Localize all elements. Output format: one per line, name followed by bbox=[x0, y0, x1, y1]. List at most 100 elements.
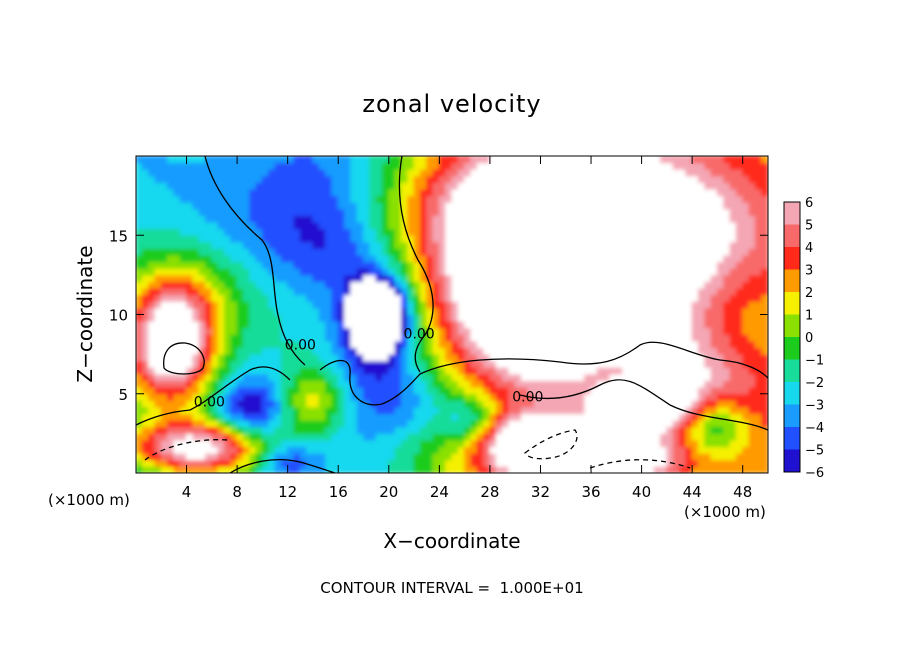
heatmap-cell bbox=[508, 168, 516, 177]
heatmap-cell bbox=[205, 452, 213, 461]
heatmap-cell bbox=[394, 399, 402, 408]
heatmap-cell bbox=[432, 386, 440, 395]
heatmap-cell bbox=[217, 294, 225, 302]
heatmap-cell bbox=[552, 261, 560, 269]
heatmap-cell bbox=[571, 373, 579, 382]
heatmap-cell bbox=[634, 287, 643, 296]
heatmap-cell bbox=[742, 274, 750, 282]
heatmap-cell bbox=[432, 274, 440, 282]
heatmap-cell bbox=[426, 201, 434, 210]
heatmap-cell bbox=[546, 406, 554, 415]
heatmap-cell bbox=[489, 221, 497, 230]
heatmap-cell bbox=[495, 274, 504, 282]
heatmap-cell bbox=[457, 228, 466, 236]
heatmap-cell bbox=[268, 419, 276, 428]
heatmap-cell bbox=[407, 366, 415, 375]
heatmap-cell bbox=[136, 261, 143, 269]
heatmap-cell bbox=[590, 280, 598, 289]
heatmap-cell bbox=[154, 446, 162, 454]
heatmap-cell bbox=[590, 247, 598, 256]
heatmap-cell bbox=[641, 221, 649, 230]
heatmap-cell bbox=[457, 294, 466, 302]
heatmap-cell bbox=[521, 294, 529, 302]
heatmap-cell bbox=[211, 347, 219, 355]
heatmap-cell bbox=[445, 465, 453, 473]
heatmap-cell bbox=[641, 426, 649, 434]
heatmap-cell bbox=[167, 373, 175, 382]
heatmap-cell bbox=[615, 413, 624, 421]
heatmap-cell bbox=[647, 413, 655, 421]
heatmap-cell bbox=[230, 419, 238, 428]
heatmap-cell bbox=[457, 419, 466, 428]
heatmap-cell bbox=[325, 274, 333, 282]
heatmap-cell bbox=[527, 247, 535, 256]
heatmap-cell bbox=[754, 446, 763, 454]
heatmap-cell bbox=[710, 406, 718, 415]
heatmap-cell bbox=[268, 234, 276, 243]
heatmap-cell bbox=[735, 221, 744, 230]
heatmap-cell bbox=[761, 181, 768, 190]
heatmap-cell bbox=[546, 214, 554, 223]
heatmap-cell bbox=[634, 300, 643, 309]
heatmap-cell bbox=[205, 366, 213, 375]
heatmap-cell bbox=[558, 254, 567, 263]
heatmap-cell bbox=[735, 399, 744, 408]
heatmap-cell bbox=[211, 221, 219, 230]
heatmap-cell bbox=[584, 162, 592, 170]
heatmap-cell bbox=[596, 373, 605, 382]
heatmap-cell bbox=[179, 333, 188, 342]
heatmap-cell bbox=[685, 181, 693, 190]
heatmap-cell bbox=[723, 373, 731, 382]
heatmap-cell bbox=[546, 221, 554, 230]
heatmap-cell bbox=[217, 327, 225, 335]
heatmap-cell bbox=[451, 347, 459, 355]
heatmap-cell bbox=[508, 399, 516, 408]
heatmap-cell bbox=[539, 195, 548, 203]
heatmap-cell bbox=[679, 261, 687, 269]
heatmap-cell bbox=[154, 181, 162, 190]
heatmap-cell bbox=[609, 162, 617, 170]
heatmap-cell bbox=[729, 386, 737, 395]
heatmap-cell bbox=[413, 333, 421, 342]
heatmap-cell bbox=[628, 360, 636, 368]
heatmap-cell bbox=[413, 221, 421, 230]
heatmap-cell bbox=[603, 406, 611, 415]
heatmap-cell bbox=[274, 156, 282, 164]
heatmap-cell bbox=[590, 366, 598, 375]
heatmap-cell bbox=[293, 228, 301, 236]
heatmap-cell bbox=[723, 208, 731, 216]
heatmap-cell bbox=[350, 366, 358, 375]
heatmap-cell bbox=[407, 413, 415, 421]
heatmap-cell bbox=[236, 413, 244, 421]
heatmap-cell bbox=[249, 465, 257, 473]
heatmap-cell bbox=[205, 406, 213, 415]
heatmap-cell bbox=[148, 261, 156, 269]
heatmap-cell bbox=[533, 347, 541, 355]
heatmap-cell bbox=[318, 214, 327, 223]
heatmap-cell bbox=[400, 360, 409, 368]
heatmap-cell bbox=[502, 366, 510, 375]
heatmap-cell bbox=[457, 426, 466, 434]
heatmap-cell bbox=[287, 465, 295, 473]
heatmap-cell bbox=[192, 208, 200, 216]
heatmap-cell bbox=[735, 333, 744, 342]
heatmap-cell bbox=[729, 201, 737, 210]
heatmap-cell bbox=[546, 360, 554, 368]
heatmap-cell bbox=[356, 261, 365, 269]
heatmap-cell bbox=[571, 307, 579, 315]
heatmap-cell bbox=[299, 280, 308, 289]
heatmap-cell bbox=[363, 294, 371, 302]
heatmap-cell bbox=[508, 221, 516, 230]
heatmap-cell bbox=[723, 241, 731, 249]
heatmap-cell bbox=[148, 353, 156, 362]
heatmap-cell bbox=[691, 386, 699, 395]
heatmap-cell bbox=[697, 274, 706, 282]
heatmap-cell bbox=[716, 426, 725, 434]
heatmap-cell bbox=[672, 221, 681, 230]
heatmap-cell bbox=[381, 254, 390, 263]
heatmap-cell bbox=[451, 327, 459, 335]
heatmap-cell bbox=[596, 274, 605, 282]
heatmap-cell bbox=[400, 327, 409, 335]
heatmap-cell bbox=[729, 432, 737, 441]
heatmap-cell bbox=[748, 413, 756, 421]
